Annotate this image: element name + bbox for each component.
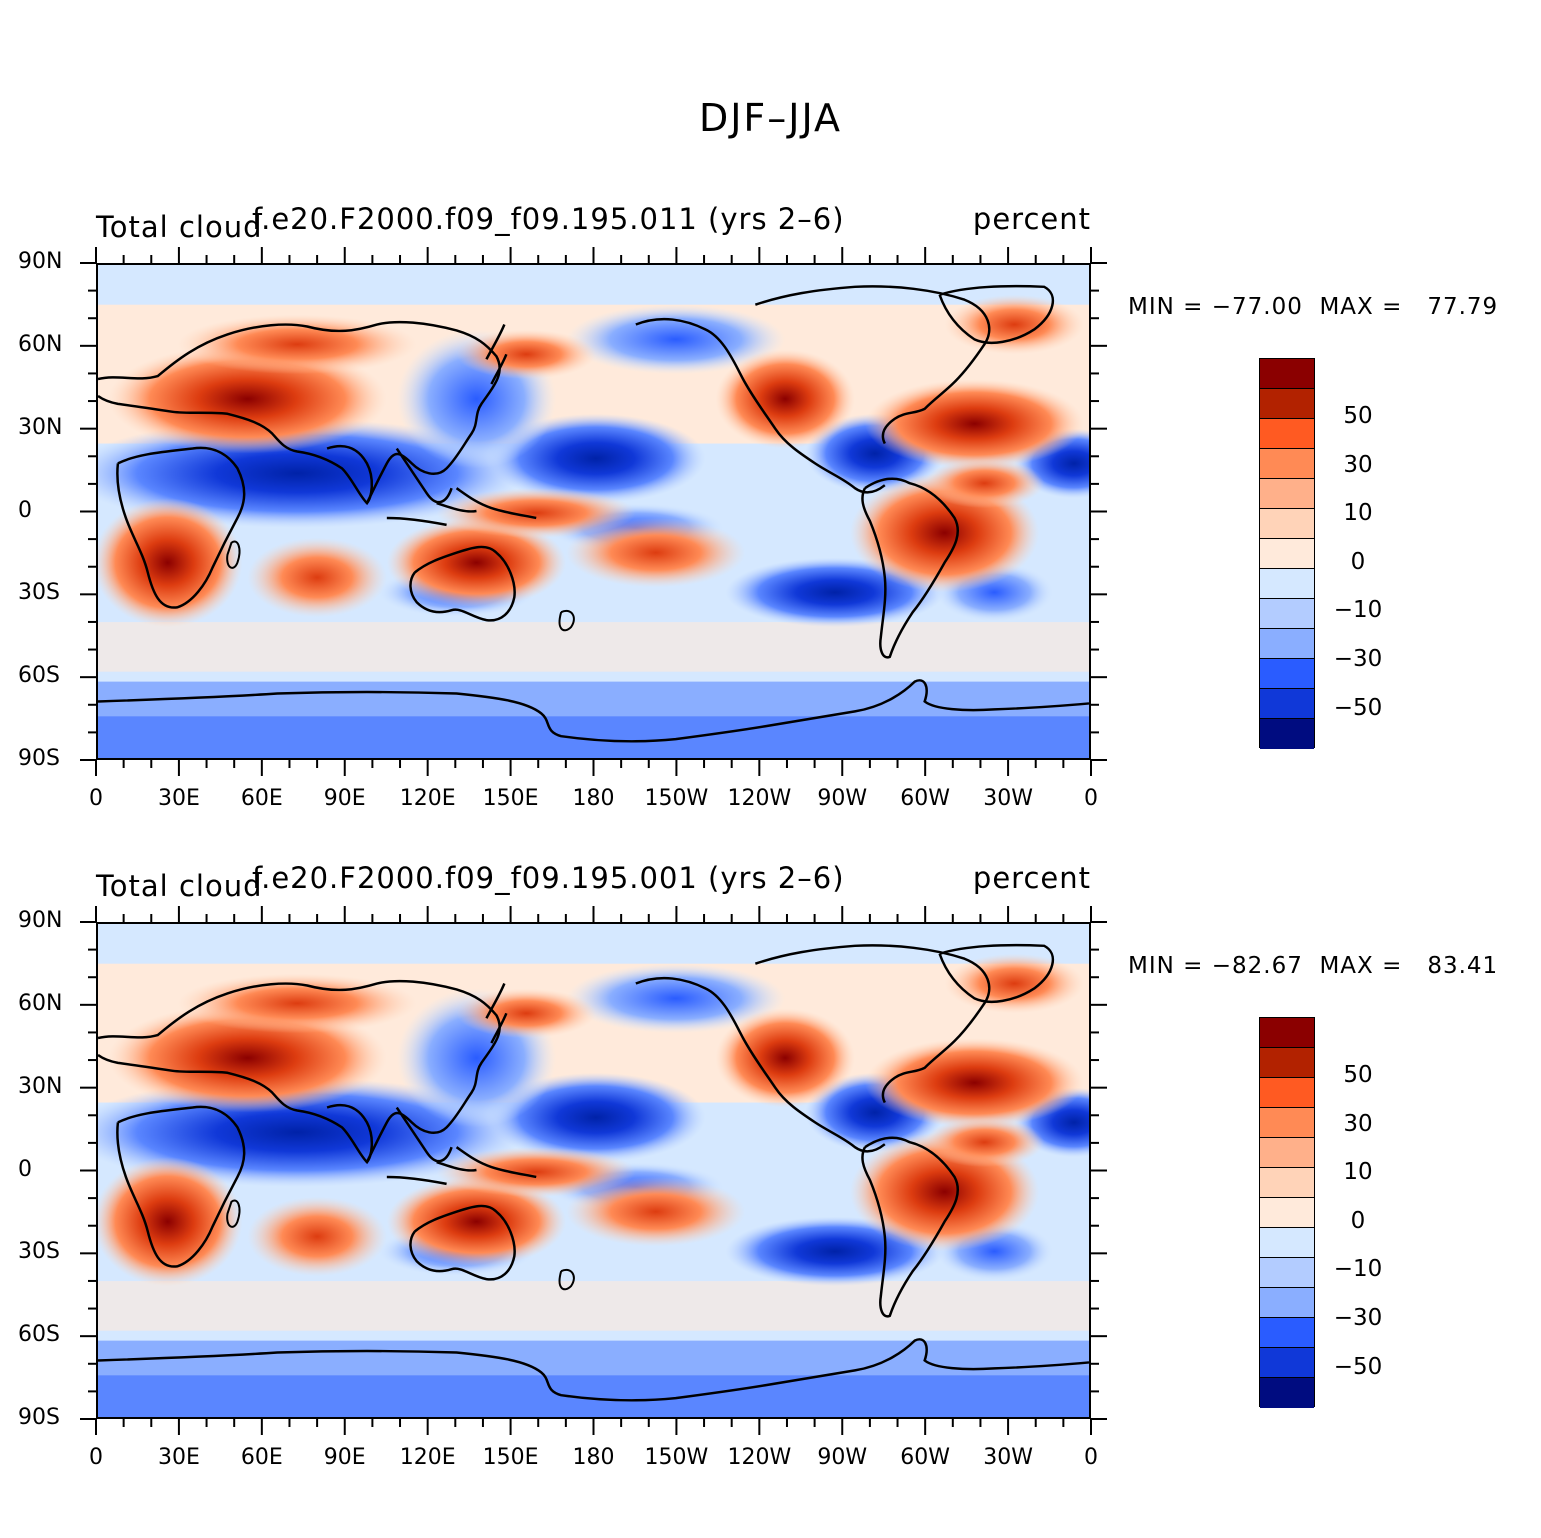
lat-tick-label: 60N — [18, 990, 63, 1016]
min-max-readout: MIN = −77.00 MAX = 77.79 — [1128, 294, 1499, 320]
lon-tick-label: 120E — [399, 786, 456, 811]
lon-tick-label: 0 — [89, 786, 103, 811]
lat-tick-label: 30N — [18, 414, 63, 440]
lon-tick-label: 180 — [572, 786, 615, 811]
map-plot — [96, 922, 1091, 1419]
lat-tick-label: 30S — [18, 580, 60, 606]
colorbar-label: 50 — [1343, 403, 1373, 429]
lon-tick-label: 30W — [983, 1445, 1033, 1470]
colorbar-box — [1260, 1228, 1314, 1258]
colorbar-box — [1260, 359, 1314, 389]
colorbar-box — [1260, 1168, 1314, 1198]
lat-tick-label: 90N — [18, 908, 63, 933]
colorbar-label: −30 — [1333, 1305, 1383, 1331]
lat-tick-label: 90N — [18, 249, 63, 274]
lon-tick-label: 150E — [482, 1445, 539, 1470]
lon-tick-label: 120W — [727, 1445, 792, 1470]
lon-tick-label: 90E — [323, 786, 366, 811]
lon-tick-label: 150E — [482, 786, 539, 811]
colorbar-label: −30 — [1333, 646, 1383, 672]
lon-tick-label: 0 — [1084, 786, 1098, 811]
panel-units-label: percent — [972, 861, 1091, 895]
lon-tick-label: 60E — [240, 1445, 283, 1470]
colorbar-label: 50 — [1343, 1062, 1373, 1088]
lat-tick-label: 60N — [18, 331, 63, 357]
lon-tick-label: 150W — [644, 786, 709, 811]
lon-tick-label: 60W — [900, 786, 951, 811]
colorbar-label: 10 — [1343, 1159, 1373, 1186]
colorbar-box — [1260, 539, 1314, 569]
lat-tick-label: 60S — [18, 1322, 60, 1348]
lat-tick-label: 0 — [18, 497, 32, 523]
lon-tick-label: 90W — [817, 1445, 868, 1470]
colorbar-box — [1260, 1378, 1314, 1408]
colorbar-box — [1260, 1318, 1314, 1348]
colorbar-box — [1260, 659, 1314, 689]
colorbar-box — [1260, 509, 1314, 539]
colorbar-box — [1260, 1288, 1314, 1318]
colorbar-label: −50 — [1333, 1353, 1383, 1380]
colorbar-label: 0 — [1350, 1207, 1366, 1234]
lon-tick-label: 30E — [157, 1445, 200, 1470]
lon-tick-label: 30E — [157, 786, 200, 811]
colorbar-label: 10 — [1343, 500, 1373, 527]
min-max-readout: MIN = −82.67 MAX = 83.41 — [1128, 953, 1499, 979]
panel-bottom: Total cloud f.e20.F2000.f09_f09.195.001 … — [0, 859, 1541, 1479]
colorbar-label: 0 — [1350, 548, 1366, 575]
colorbar-box — [1260, 1018, 1314, 1048]
lat-tick-label: 30S — [18, 1239, 60, 1265]
colorbar-label: 30 — [1343, 1110, 1373, 1137]
colorbar — [1259, 358, 1315, 749]
lat-tick-label: 90S — [18, 746, 60, 771]
colorbar-box — [1260, 1348, 1314, 1378]
lon-tick-label: 120W — [727, 786, 792, 811]
colorbar-box — [1260, 689, 1314, 719]
panel-left-label: Total cloud — [96, 869, 263, 903]
lon-tick-label: 0 — [89, 1445, 103, 1470]
colorbar-box — [1260, 389, 1314, 419]
lat-tick-label: 90S — [18, 1405, 60, 1430]
main-title: DJF–JJA — [698, 96, 843, 140]
colorbar-box — [1260, 569, 1314, 599]
lon-tick-label: 120E — [399, 1445, 456, 1470]
colorbar-box — [1260, 479, 1314, 509]
colorbar-box — [1260, 1138, 1314, 1168]
colorbar-box — [1260, 599, 1314, 629]
colorbar-box — [1260, 1258, 1314, 1288]
colorbar-box — [1260, 1078, 1314, 1108]
colorbar-label: 30 — [1343, 451, 1373, 478]
colorbar-label: −10 — [1333, 1256, 1383, 1283]
colorbar-box — [1260, 1198, 1314, 1228]
colorbar-box — [1260, 1108, 1314, 1138]
lon-tick-label: 90E — [323, 1445, 366, 1470]
lon-tick-label: 180 — [572, 1445, 615, 1470]
panel-top: Total cloud f.e20.F2000.f09_f09.195.011 … — [0, 200, 1541, 820]
colorbar — [1259, 1017, 1315, 1408]
lon-tick-label: 60W — [900, 1445, 951, 1470]
lon-tick-label: 150W — [644, 1445, 709, 1470]
map-plot — [96, 263, 1091, 760]
colorbar-label: −10 — [1333, 597, 1383, 624]
panel-units-label: percent — [972, 202, 1091, 236]
panel-left-label: Total cloud — [96, 210, 263, 244]
lat-tick-label: 60S — [18, 663, 60, 689]
map-axis-ticks — [80, 906, 1107, 1435]
colorbar-box — [1260, 719, 1314, 749]
lat-tick-label: 30N — [18, 1073, 63, 1099]
colorbar-box — [1260, 1048, 1314, 1078]
lat-tick-label: 0 — [18, 1156, 32, 1182]
colorbar-label: −50 — [1333, 694, 1383, 721]
panel-center-label: f.e20.F2000.f09_f09.195.001 (yrs 2–6) — [252, 861, 845, 895]
lon-tick-label: 0 — [1084, 1445, 1098, 1470]
colorbar-box — [1260, 419, 1314, 449]
panel-center-label: f.e20.F2000.f09_f09.195.011 (yrs 2–6) — [252, 202, 845, 236]
map-axis-ticks — [80, 247, 1107, 776]
lon-tick-label: 30W — [983, 786, 1033, 811]
lon-tick-label: 90W — [817, 786, 868, 811]
lon-tick-label: 60E — [240, 786, 283, 811]
colorbar-box — [1260, 449, 1314, 479]
colorbar-box — [1260, 629, 1314, 659]
